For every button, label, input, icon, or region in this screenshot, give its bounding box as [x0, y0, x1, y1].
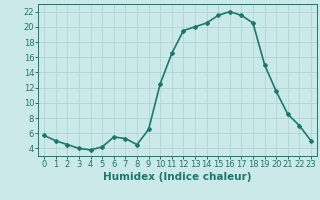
X-axis label: Humidex (Indice chaleur): Humidex (Indice chaleur) [103, 172, 252, 182]
